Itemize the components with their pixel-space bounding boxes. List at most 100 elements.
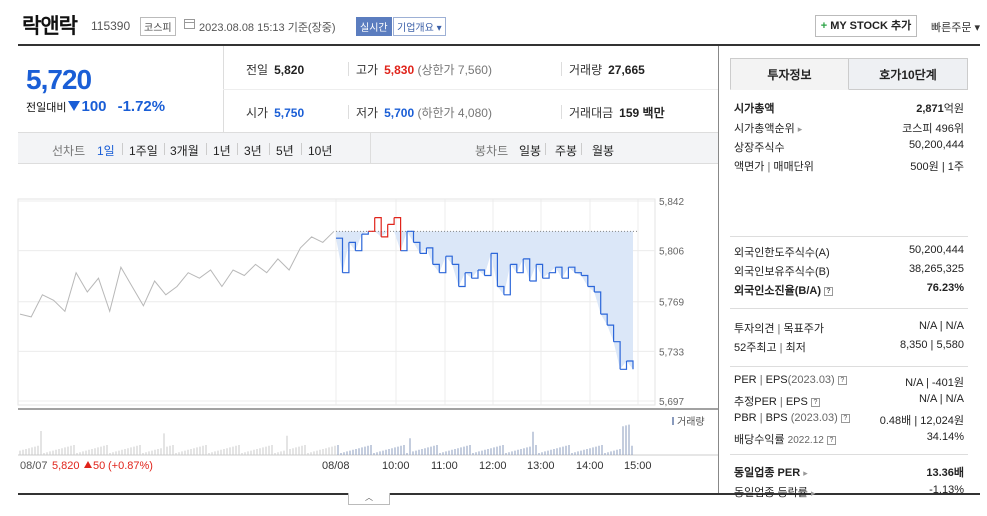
est-per-text: 추정PER <box>734 396 777 408</box>
volume-value: 27,665 <box>608 63 645 77</box>
sector-rate-link[interactable]: 동일업종 등락률 ▸ <box>734 484 816 500</box>
today-line-segment <box>458 272 466 288</box>
foreign-limit-label: 외국인한도주식수(A) <box>734 247 830 259</box>
tab-1y[interactable]: 1년 <box>213 144 231 158</box>
dividend-label: 배당수익률 2022.12 ? <box>734 431 836 447</box>
prev-day-date: 08/07 <box>20 460 48 472</box>
today-line-segment <box>387 217 395 225</box>
help-icon[interactable]: ? <box>810 398 820 407</box>
low-value: 5,700 <box>384 106 415 120</box>
chevron-up-icon: ︿ <box>365 493 373 502</box>
listed-shares-value: 50,200,444 <box>908 139 964 151</box>
group-divider <box>730 366 968 367</box>
tab-divider <box>164 143 165 155</box>
market-cap-rank-link[interactable]: 시가총액순위 ▸ <box>734 120 802 136</box>
market-cap-row: 시가총액 2,871억원 <box>734 100 964 118</box>
today-line-segment <box>342 242 350 274</box>
est-per-value-text: N/A <box>918 393 937 405</box>
prev-day-line <box>19 230 335 318</box>
pbr-period: (2023.03) <box>790 412 838 424</box>
tab-divider <box>581 143 582 155</box>
volume-legend-label: 거래량 <box>677 416 705 428</box>
prev-close: 전일 5,820 <box>246 61 304 78</box>
today-line-segment <box>432 263 440 273</box>
help-icon[interactable]: ? <box>826 436 836 445</box>
bottom-divider <box>18 493 980 495</box>
today-line-segment <box>355 234 363 252</box>
tab-monthly[interactable]: 월봉 <box>592 144 615 158</box>
today-line-segment <box>445 255 453 265</box>
tab-daily[interactable]: 일봉 <box>519 144 542 158</box>
foreign-hold-label: 외국인보유주식수(B) <box>734 266 830 278</box>
plus-icon: + <box>820 20 828 32</box>
chevron-right-icon: ▸ <box>810 488 816 498</box>
par-value-value: 500원 | 1주 <box>910 161 964 173</box>
quick-order-button[interactable]: 빠른주문 ▾ <box>931 19 980 35</box>
tab-divider <box>269 143 270 155</box>
overview-label: 기업개요 <box>397 23 434 34</box>
week52-low-label: 최저 <box>785 342 806 354</box>
tab-3y[interactable]: 3년 <box>244 144 262 158</box>
tab-1w[interactable]: 1주일 <box>129 144 158 158</box>
today-line-segment <box>471 270 479 279</box>
help-icon[interactable]: ? <box>837 376 847 385</box>
sector-rate-label: 동일업종 등락률 <box>734 487 808 499</box>
tab-investment-info[interactable]: 투자정보 <box>730 58 849 90</box>
upper-limit: (상한가 7,560) <box>417 63 492 77</box>
par-value-label: 액면가 | 매매단위 <box>734 161 814 173</box>
today-line-segment <box>497 285 505 295</box>
trade-unit-label: 매매단위 <box>773 161 814 173</box>
today-line-segment <box>542 272 550 279</box>
realtime-badge[interactable]: 실시간 <box>356 17 392 36</box>
down-arrow-icon <box>68 101 81 111</box>
today-line-segment <box>348 241 356 251</box>
market-cap-value: 2,871억원 <box>916 100 964 116</box>
per-value-text: N/A <box>905 377 923 389</box>
price-chart-svg: 5,842 5,806 5,769 5,733 5,697 거래량 08/08 10:00 11… <box>17 197 718 472</box>
market-cap-unit: 억원 <box>943 103 964 115</box>
listed-shares-row: 상장주식수 50,200,444 <box>734 139 964 157</box>
volume-label: 거래량 <box>569 63 603 77</box>
market-cap-rank-value: 코스피 496위 <box>902 123 964 135</box>
per-period: (2023.03) <box>787 374 835 386</box>
target-price-label: 목표주가 <box>783 323 824 335</box>
today-line-segment <box>600 313 608 326</box>
tab-5y[interactable]: 5년 <box>276 144 294 158</box>
chevron-right-icon: ▸ <box>803 468 808 478</box>
group-divider <box>730 236 968 237</box>
cell-divider <box>348 62 349 76</box>
tab-1d[interactable]: 1일 <box>97 144 115 158</box>
add-mystock-button[interactable]: + MY STOCK 추가 <box>815 15 917 37</box>
est-eps-value: N/A <box>945 393 964 405</box>
foreign-limit-row: 외국인한도주식수(A) 50,200,444 <box>734 244 964 262</box>
help-icon[interactable]: ? <box>824 287 834 296</box>
today-line-segment <box>413 241 421 254</box>
opinion-row: 투자의견 | 목표주가 N/A | N/A <box>734 320 964 338</box>
tab-10y[interactable]: 10년 <box>308 144 333 158</box>
chart-period-tabs: 선차트 1일 1주일 3개월 1년 3년 5년 10년 봉차트 일봉 주봉 월봉 <box>18 132 718 164</box>
x-tick-label: 14:00 <box>576 460 604 472</box>
dividend-text: 배당수익률 <box>734 434 785 446</box>
line-chart-label: 선차트 <box>52 144 86 158</box>
tab-3m[interactable]: 3개월 <box>170 144 199 158</box>
today-line-segment <box>368 217 376 232</box>
sector-per-label: 동일업종 PER <box>734 467 801 479</box>
chevron-right-icon: ▸ <box>797 124 803 134</box>
high-label: 고가 <box>356 63 379 77</box>
summary-row-divider <box>223 89 718 90</box>
today-line-segment <box>491 252 498 287</box>
tab-weekly[interactable]: 주봉 <box>555 144 578 158</box>
week52-label: 52주최고 | 최저 <box>734 342 806 354</box>
x-tick-label: 12:00 <box>479 460 507 472</box>
company-overview-dropdown[interactable]: 기업개요 ▾ <box>393 17 446 36</box>
y-tick-label: 5,697 <box>659 397 684 408</box>
bps-value: 12,024원 <box>920 415 964 427</box>
tab-order-book-10[interactable]: 호가10단계 <box>848 58 968 90</box>
expand-chart-button[interactable]: ︿ <box>348 493 390 505</box>
today-line-segment <box>503 264 511 296</box>
help-icon[interactable]: ? <box>840 414 850 423</box>
trade-value: 거래대금 159 백만 <box>569 104 665 121</box>
market-cap-amount: 2,871 <box>916 103 944 115</box>
sector-rate-row: 동일업종 등락률 ▸ -1.13% <box>734 484 964 502</box>
sector-per-link[interactable]: 동일업종 PER ▸ <box>734 464 808 480</box>
